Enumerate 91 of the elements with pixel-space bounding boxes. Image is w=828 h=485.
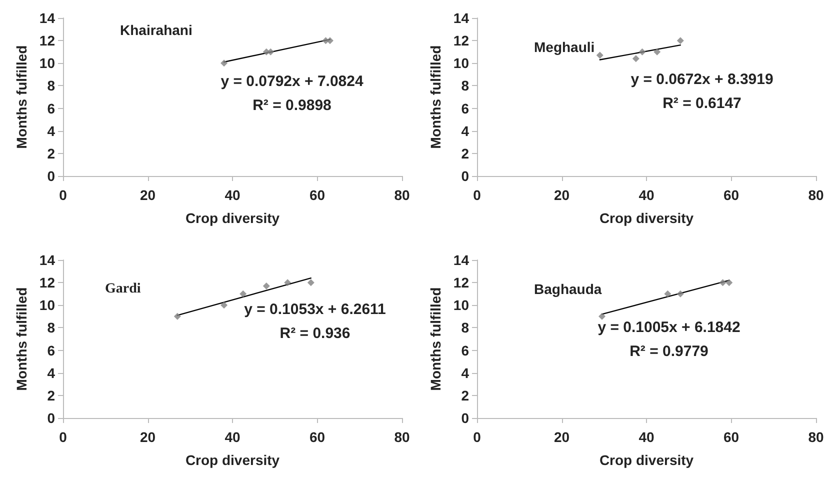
point bbox=[726, 279, 733, 286]
annotation: y = 0.1005x + 6.1842 bbox=[598, 319, 740, 336]
point bbox=[220, 60, 228, 67]
x-tick-label: 80 bbox=[808, 187, 824, 203]
y-tick-label: 12 bbox=[453, 32, 470, 49]
y-tick-label: 14 bbox=[453, 252, 470, 268]
x-tick-label: 80 bbox=[808, 429, 824, 445]
y-tick-label: 10 bbox=[39, 55, 56, 72]
y-tick-label: 6 bbox=[461, 342, 470, 358]
text: Gardi bbox=[105, 282, 141, 296]
x-tick-label: 20 bbox=[554, 429, 570, 445]
y-tick-label: 2 bbox=[47, 145, 56, 162]
y-tick-label: 12 bbox=[39, 274, 56, 291]
x-tick-label: 40 bbox=[224, 187, 240, 203]
text: Baghauda bbox=[534, 281, 602, 297]
point bbox=[284, 279, 292, 286]
y-tick-label: 0 bbox=[47, 410, 56, 426]
y-tick-label: 2 bbox=[461, 387, 470, 404]
y-tick-label: 4 bbox=[47, 122, 56, 139]
y-tick-label: 0 bbox=[461, 168, 470, 184]
point bbox=[240, 290, 247, 298]
point bbox=[598, 312, 606, 320]
x-tick-label: 0 bbox=[59, 187, 68, 203]
y-tick-label: 0 bbox=[461, 410, 470, 426]
point bbox=[676, 290, 684, 298]
y-tick-label: 12 bbox=[453, 274, 470, 291]
y-tick-label: 6 bbox=[47, 342, 56, 358]
y-tick-label: 6 bbox=[47, 100, 56, 116]
x-tick-label: 60 bbox=[723, 429, 740, 445]
y-tick-label: 12 bbox=[39, 32, 56, 49]
annotation: R² = 0.9898 bbox=[252, 97, 332, 114]
annotation: R² = 0.9779 bbox=[630, 343, 708, 360]
y-tick-label: 4 bbox=[461, 364, 470, 381]
point bbox=[220, 302, 228, 309]
x-tick-label: 40 bbox=[638, 187, 654, 203]
y-tick-label: 10 bbox=[453, 55, 470, 72]
point bbox=[267, 48, 274, 56]
point bbox=[326, 37, 334, 44]
x-axis-title: Crop diversity bbox=[185, 210, 280, 226]
annotation: y = 0.0672x + 8.3919 bbox=[630, 71, 774, 88]
y-tick-label: 14 bbox=[39, 252, 56, 268]
y-tick-label: 4 bbox=[47, 364, 56, 381]
annotation: y = 0.0792x + 7.0824 bbox=[220, 73, 364, 90]
annotation: R² = 0.6147 bbox=[662, 95, 742, 112]
y-tick-label: 8 bbox=[461, 78, 470, 94]
x-tick-label: 60 bbox=[309, 429, 326, 445]
x-tick-label: 20 bbox=[140, 187, 156, 203]
x-axis-title: Crop diversity bbox=[599, 452, 694, 468]
y-axis-title: Months fulfilled bbox=[14, 45, 30, 149]
point bbox=[654, 48, 661, 56]
x-tick-label: 80 bbox=[394, 429, 410, 445]
x-axis-title: Crop diversity bbox=[599, 210, 694, 226]
y-tick-label: 4 bbox=[461, 122, 470, 139]
y-axis-title: Months fulfilled bbox=[14, 287, 30, 391]
x-tick-label: 40 bbox=[638, 429, 654, 445]
x-tick-label: 20 bbox=[140, 429, 156, 445]
x-tick-label: 60 bbox=[723, 187, 740, 203]
y-axis-title: Months fulfilled bbox=[428, 287, 444, 391]
y-tick-label: 0 bbox=[47, 168, 56, 184]
point bbox=[664, 290, 672, 298]
annotation: R² = 0.936 bbox=[280, 325, 350, 342]
point bbox=[632, 55, 640, 62]
y-tick-label: 8 bbox=[461, 320, 470, 336]
y-tick-label: 10 bbox=[453, 297, 470, 314]
y-tick-label: 14 bbox=[39, 10, 56, 26]
y-tick-label: 14 bbox=[453, 10, 470, 26]
x-axis-title: Crop diversity bbox=[185, 452, 280, 468]
y-tick-label: 2 bbox=[461, 145, 470, 162]
x-tick-label: 0 bbox=[59, 429, 68, 445]
annotation: y = 0.1053x + 6.2611 bbox=[244, 301, 386, 318]
chart-title: Khairahani bbox=[120, 22, 192, 38]
y-axis-title: Months fulfilled bbox=[428, 45, 444, 149]
x-tick-label: 20 bbox=[554, 187, 570, 203]
point bbox=[307, 279, 314, 286]
x-tick-label: 40 bbox=[224, 429, 240, 445]
x-tick-label: 0 bbox=[473, 429, 482, 445]
point bbox=[596, 52, 604, 59]
x-tick-label: 80 bbox=[394, 187, 410, 203]
point bbox=[262, 282, 270, 290]
y-tick-label: 8 bbox=[47, 78, 56, 94]
point bbox=[174, 312, 181, 320]
point bbox=[676, 37, 684, 44]
y-tick-label: 8 bbox=[47, 320, 56, 336]
x-tick-label: 0 bbox=[473, 187, 482, 203]
x-tick-label: 60 bbox=[309, 187, 326, 203]
point bbox=[638, 48, 646, 56]
y-tick-label: 6 bbox=[461, 100, 470, 116]
text: Meghauli bbox=[534, 39, 595, 55]
y-tick-label: 10 bbox=[39, 297, 56, 314]
point bbox=[719, 279, 726, 286]
y-tick-label: 2 bbox=[47, 387, 56, 404]
